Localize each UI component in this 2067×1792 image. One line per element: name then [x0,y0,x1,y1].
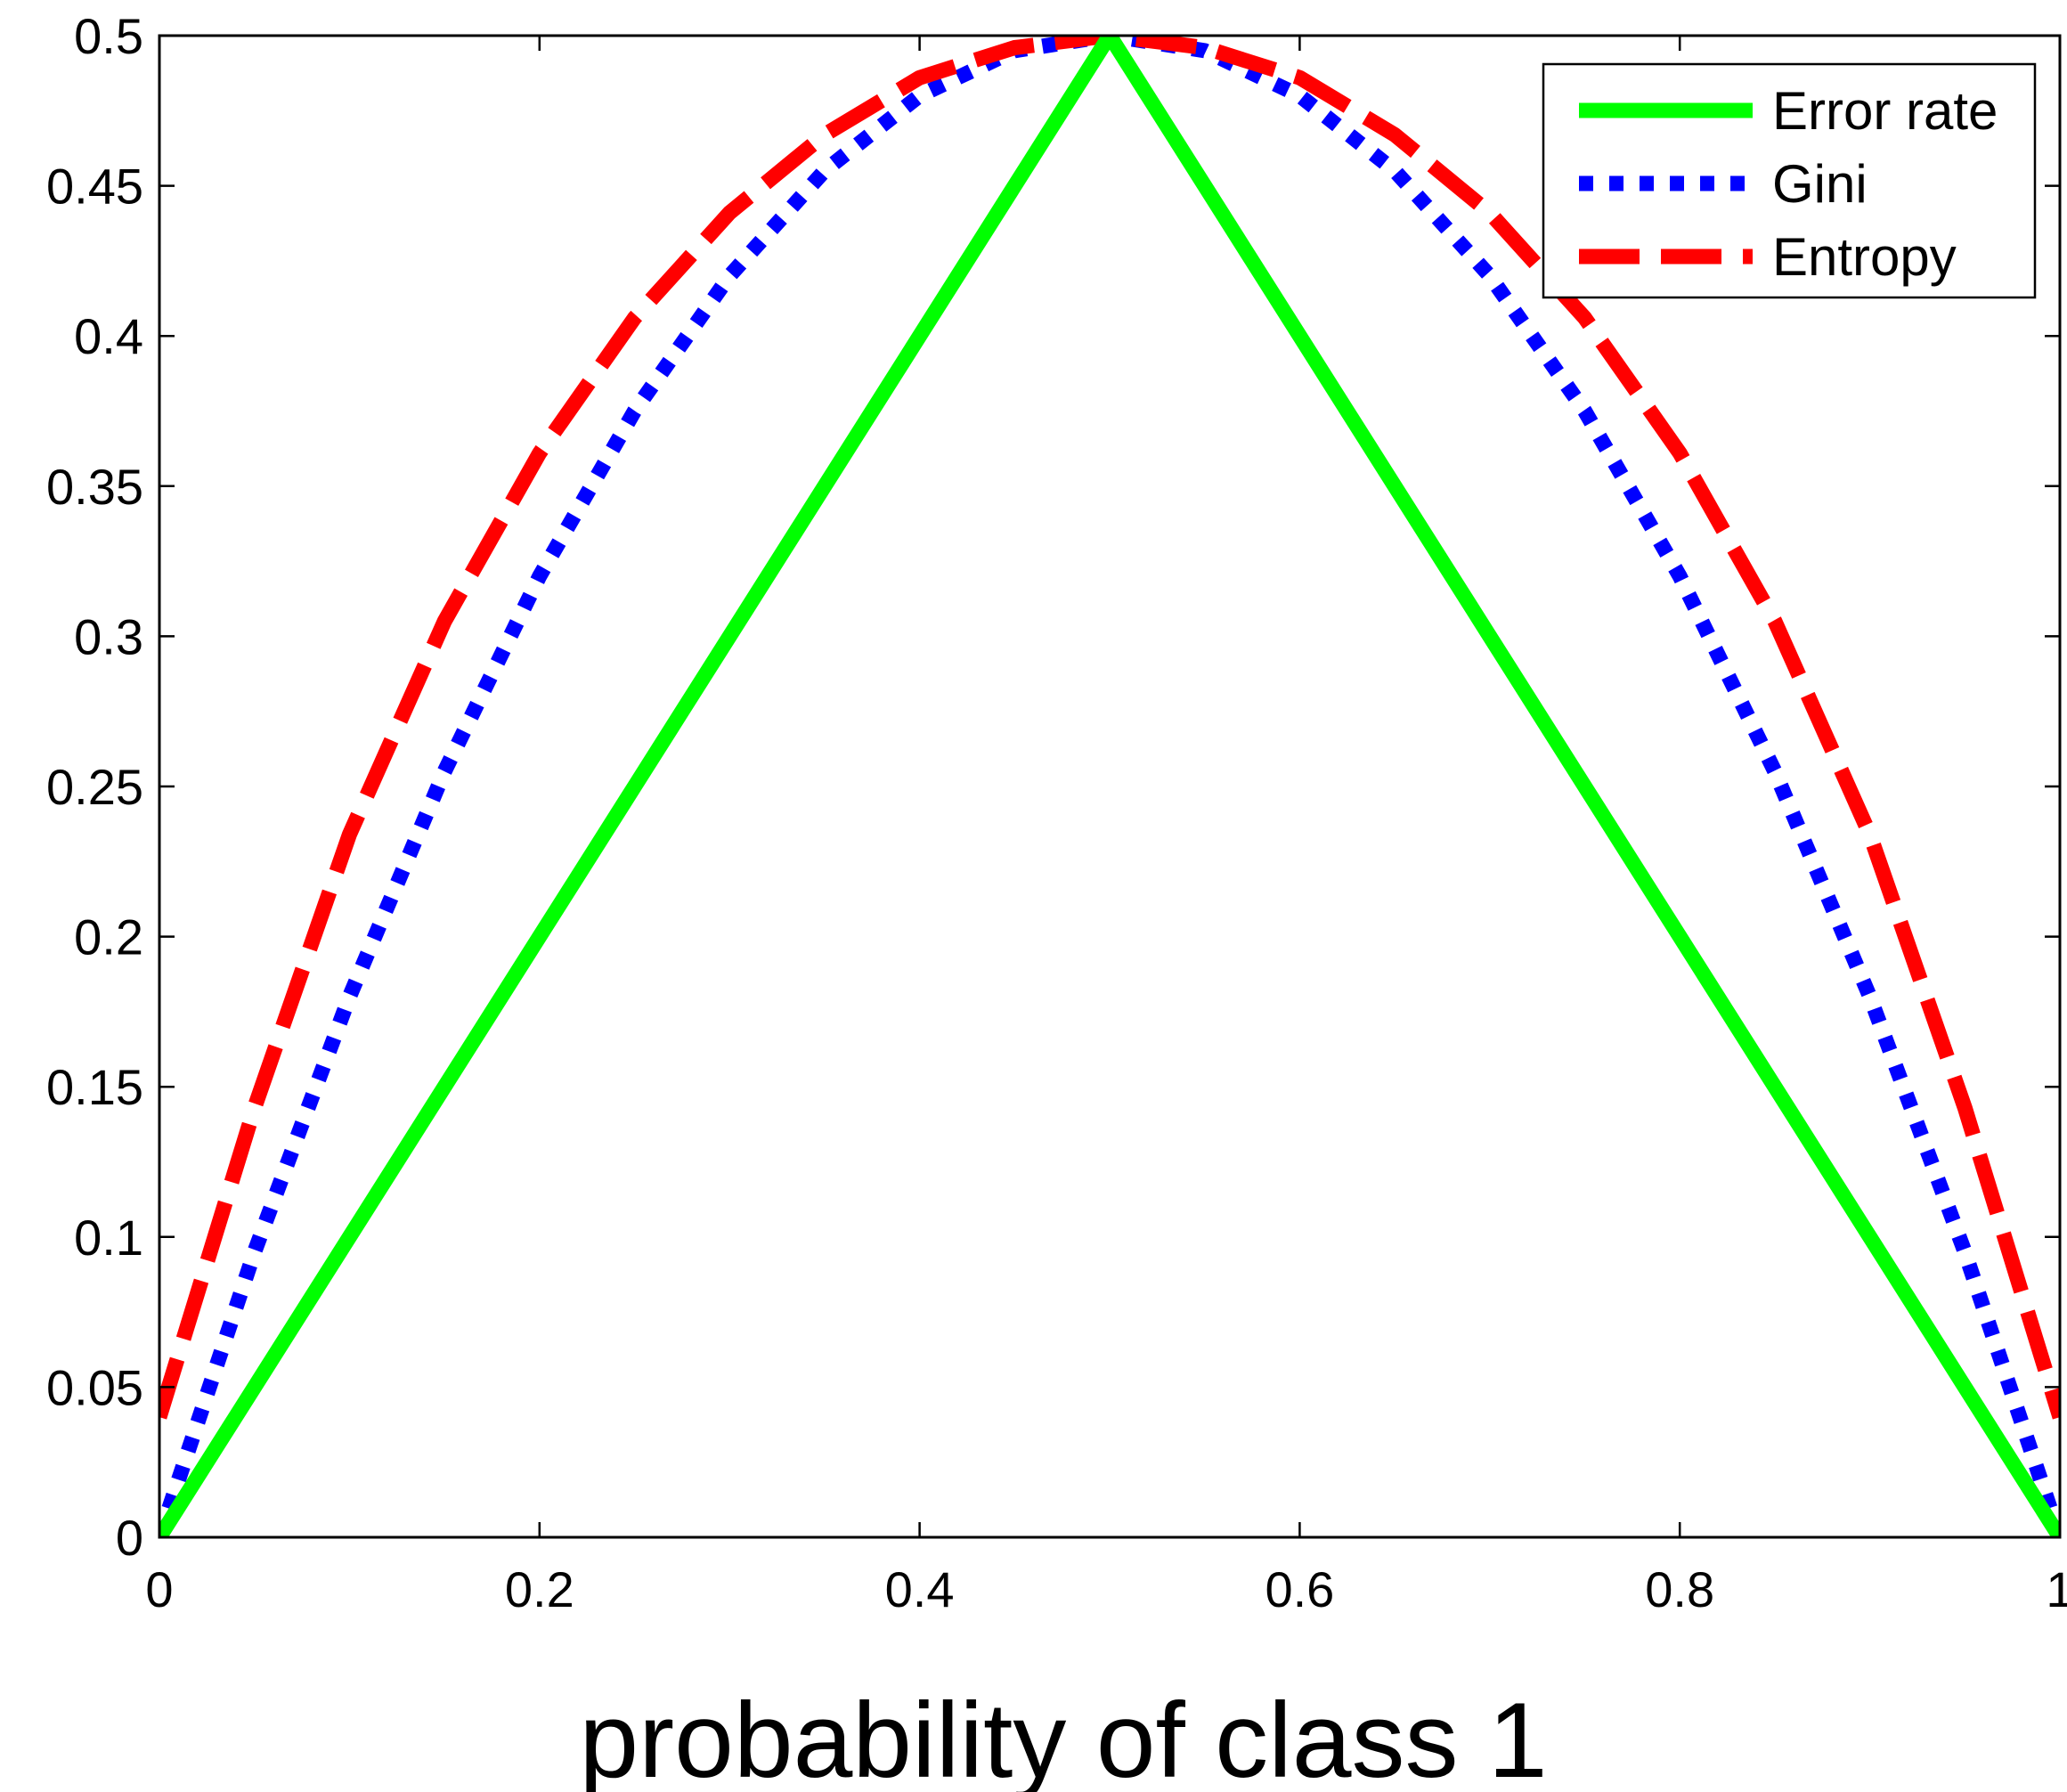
x-tick-label: 0.8 [1645,1561,1714,1617]
y-tick-label: 0.3 [74,608,143,664]
series-layer [159,36,2060,1537]
series-line [159,36,2060,1537]
y-tick-label: 0.35 [46,459,143,515]
legend-entry: Entropy [1579,227,1957,287]
legend-entry: Gini [1579,154,1868,214]
series-line [159,36,2060,1537]
legend-label: Gini [1772,154,1868,214]
legend-label: Error rate [1772,81,1998,141]
y-tick-label: 0.25 [46,759,143,815]
x-axis-title: probability of class 1 [579,1681,1547,1792]
x-tick-label: 0 [145,1561,173,1617]
legend-entries: Error rate Gini Entropy [1579,81,1998,287]
series-gini [159,36,2060,1537]
tick-labels-layer: 0 0.2 0.4 0.6 0.8 1 0 0.05 0.1 0.15 0.2 0.25 0.3 0.35… [46,8,2067,1617]
y-tick-label: 0.5 [74,8,143,64]
legend-entry: Error rate [1579,81,1998,141]
plot-frame [158,34,2062,1539]
y-tick-label: 0.15 [46,1059,143,1115]
y-tick-label: 0.4 [74,308,143,364]
y-tick-label: 0 [116,1510,143,1566]
y-tick-label: 0.2 [74,909,143,965]
series-line [159,36,2060,1420]
x-tick-label: 0.2 [505,1561,574,1617]
y-tick-label: 0.45 [46,159,143,215]
series-error-rate [159,36,2060,1537]
x-tick-label: 1 [2046,1561,2067,1617]
legend-label: Entropy [1772,227,1957,287]
y-tick-label: 0.1 [74,1210,143,1266]
y-tick-label: 0.05 [46,1359,143,1415]
x-tick-label: 0.6 [1265,1561,1334,1617]
legend: Error rate Gini Entropy [1542,62,2037,299]
series-entropy [159,36,2060,1420]
x-tick-label: 0.4 [885,1561,955,1617]
